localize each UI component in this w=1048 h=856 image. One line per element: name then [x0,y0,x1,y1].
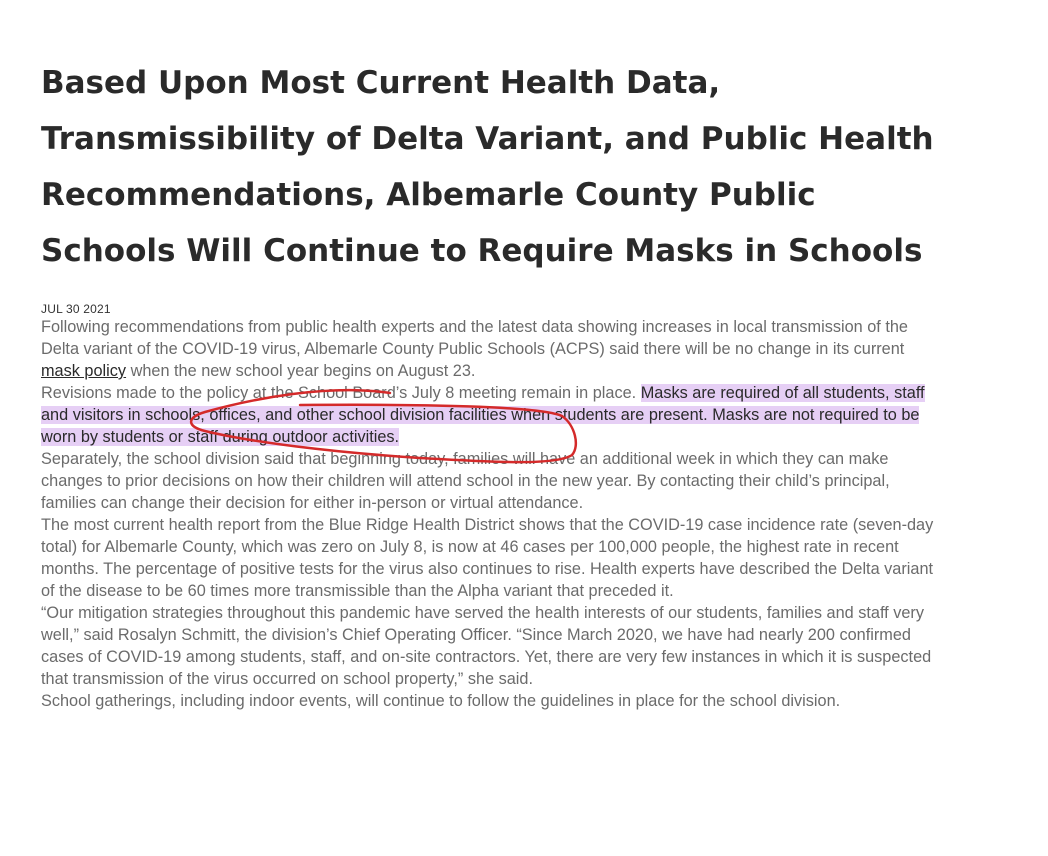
paragraph-2-text: Revisions made to the policy at the Scho… [41,384,641,402]
paragraph-2: Revisions made to the policy at the Scho… [41,382,941,448]
paragraph-5: “Our mitigation strategies throughout th… [41,604,932,688]
article-date: JUL 30 2021 [41,302,111,316]
paragraph-3: Separately, the school division said tha… [41,450,890,512]
paragraph-1: Following recommendations from public he… [41,316,941,382]
mask-policy-link[interactable]: mask policy [41,362,127,380]
paragraph-4: The most current health report from the … [41,516,934,600]
article: Based Upon Most Current Health Data, Tra… [41,55,941,712]
paragraph-1-text-end: when the new school year begins on Augus… [126,362,476,380]
article-headline: Based Upon Most Current Health Data, Tra… [41,65,934,269]
paragraph-1-text-start: Following recommendations from public he… [41,318,908,358]
paragraph-6: School gatherings, including indoor even… [41,692,841,710]
